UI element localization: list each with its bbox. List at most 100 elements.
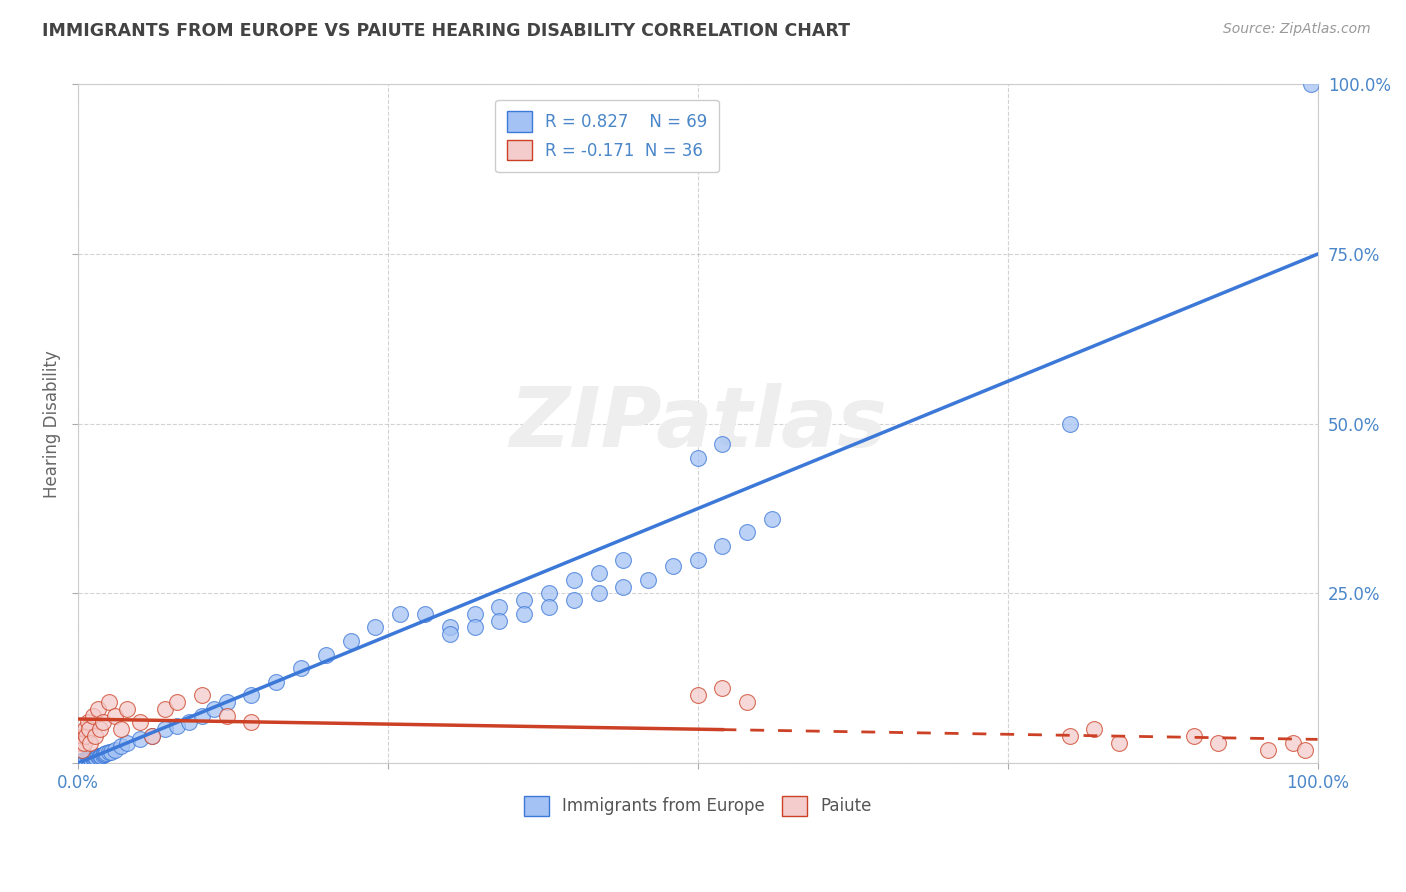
Point xyxy=(84,750,107,764)
Point xyxy=(100,745,122,759)
Point xyxy=(513,607,536,621)
Point xyxy=(662,559,685,574)
Point xyxy=(463,607,485,621)
Point xyxy=(166,695,188,709)
Point xyxy=(264,674,287,689)
Y-axis label: Hearing Disability: Hearing Disability xyxy=(44,350,60,498)
Point xyxy=(1059,729,1081,743)
Point xyxy=(537,586,560,600)
Point xyxy=(93,747,115,762)
Point xyxy=(141,729,163,743)
Point xyxy=(86,702,108,716)
Point xyxy=(1294,742,1316,756)
Point xyxy=(104,742,127,756)
Point xyxy=(488,614,510,628)
Point xyxy=(1108,736,1130,750)
Point xyxy=(463,620,485,634)
Point xyxy=(711,681,734,696)
Point xyxy=(1083,722,1105,736)
Text: Source: ZipAtlas.com: Source: ZipAtlas.com xyxy=(1223,22,1371,37)
Point xyxy=(90,748,112,763)
Point xyxy=(711,539,734,553)
Point xyxy=(588,586,610,600)
Point xyxy=(69,755,91,769)
Point xyxy=(89,722,111,736)
Point xyxy=(761,512,783,526)
Point xyxy=(166,719,188,733)
Point xyxy=(215,695,238,709)
Point xyxy=(240,688,263,702)
Point xyxy=(686,552,709,566)
Point xyxy=(91,715,114,730)
Point xyxy=(104,708,127,723)
Point xyxy=(86,749,108,764)
Legend: Immigrants from Europe, Paiute: Immigrants from Europe, Paiute xyxy=(517,789,879,822)
Point xyxy=(513,593,536,607)
Point xyxy=(612,552,634,566)
Point xyxy=(1182,729,1205,743)
Point xyxy=(82,708,104,723)
Point xyxy=(91,747,114,762)
Point xyxy=(86,750,108,764)
Point xyxy=(141,729,163,743)
Point xyxy=(439,627,461,641)
Point xyxy=(315,648,337,662)
Point xyxy=(89,749,111,764)
Point xyxy=(191,688,214,702)
Point xyxy=(76,752,98,766)
Point xyxy=(94,747,117,761)
Point xyxy=(73,754,96,768)
Point xyxy=(711,437,734,451)
Point xyxy=(612,580,634,594)
Point xyxy=(1257,742,1279,756)
Point xyxy=(110,739,132,754)
Point xyxy=(686,450,709,465)
Point xyxy=(439,620,461,634)
Point xyxy=(588,566,610,580)
Point xyxy=(72,729,94,743)
Point xyxy=(75,753,97,767)
Point xyxy=(240,715,263,730)
Point xyxy=(80,752,103,766)
Point xyxy=(339,634,361,648)
Point xyxy=(191,708,214,723)
Point xyxy=(364,620,387,634)
Point xyxy=(686,688,709,702)
Point xyxy=(637,573,659,587)
Point xyxy=(735,695,758,709)
Point xyxy=(82,750,104,764)
Point xyxy=(537,600,560,615)
Point xyxy=(97,745,120,759)
Point xyxy=(202,702,225,716)
Point xyxy=(488,600,510,615)
Point xyxy=(72,753,94,767)
Point xyxy=(413,607,436,621)
Point xyxy=(79,751,101,765)
Point xyxy=(77,722,100,736)
Point xyxy=(110,722,132,736)
Point xyxy=(1281,736,1303,750)
Point xyxy=(117,736,139,750)
Point xyxy=(562,573,585,587)
Point xyxy=(70,742,93,756)
Point xyxy=(1059,417,1081,431)
Point xyxy=(77,753,100,767)
Text: IMMIGRANTS FROM EUROPE VS PAIUTE HEARING DISABILITY CORRELATION CHART: IMMIGRANTS FROM EUROPE VS PAIUTE HEARING… xyxy=(42,22,851,40)
Point xyxy=(153,702,176,716)
Point xyxy=(128,732,150,747)
Point xyxy=(389,607,412,621)
Point xyxy=(75,753,97,767)
Point xyxy=(96,746,118,760)
Point xyxy=(75,722,97,736)
Point xyxy=(97,695,120,709)
Point xyxy=(562,593,585,607)
Point xyxy=(1208,736,1230,750)
Point xyxy=(79,736,101,750)
Point xyxy=(128,715,150,730)
Point xyxy=(179,715,201,730)
Point xyxy=(73,736,96,750)
Point xyxy=(69,736,91,750)
Point xyxy=(153,722,176,736)
Point xyxy=(70,754,93,768)
Text: ZIPatlas: ZIPatlas xyxy=(509,384,887,464)
